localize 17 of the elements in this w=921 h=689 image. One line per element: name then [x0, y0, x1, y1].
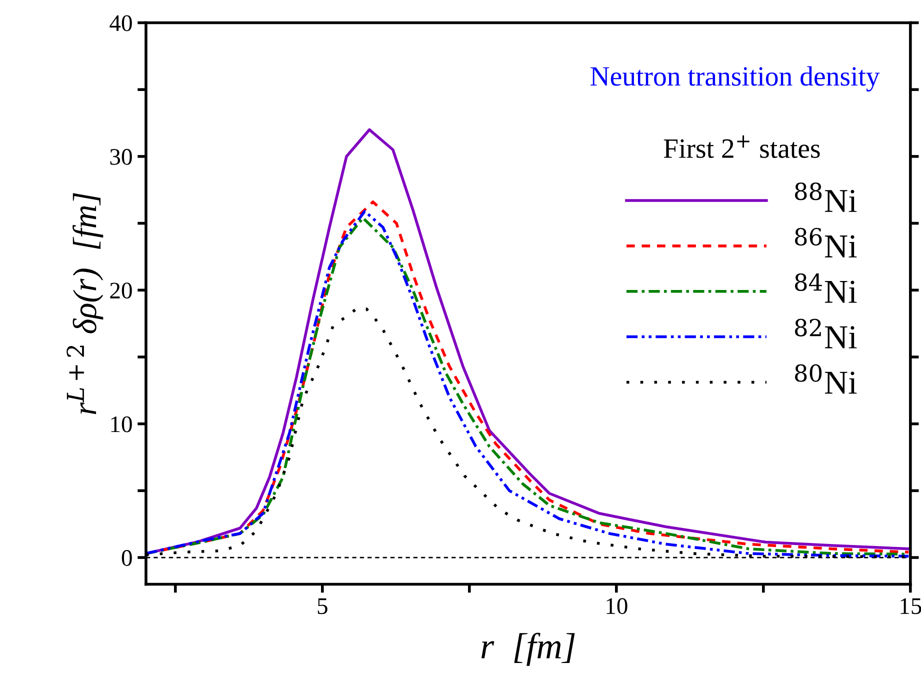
y-tick-label: 0 [122, 550, 132, 566]
x-tick-label: 5 [318, 598, 328, 614]
y-tick-label: 40 [110, 15, 132, 32]
legend-label: $^{80}$Ni [795, 364, 857, 394]
legend-title: First 2$^{+}$ states [664, 135, 820, 158]
legend-label: $^{84}$Ni [795, 273, 857, 303]
x-tick-label: 10 [606, 598, 628, 614]
x-tick-label: 15 [900, 598, 921, 614]
y-tick-label: 10 [111, 416, 132, 432]
text: Neutron transition density [590, 66, 880, 92]
legend-label: $^{82}$Ni [795, 318, 857, 348]
y-axis-title: r$^{L+2}$ δρ(r) [fm] [66, 193, 104, 414]
legend-label: $^{88}$Ni [795, 182, 857, 212]
x-axis-title: r [fm] [481, 632, 575, 666]
y-tick-label: 20 [110, 282, 132, 299]
legend-label: $^{86}$Ni [795, 228, 857, 258]
y-tick-label: 30 [110, 148, 132, 165]
